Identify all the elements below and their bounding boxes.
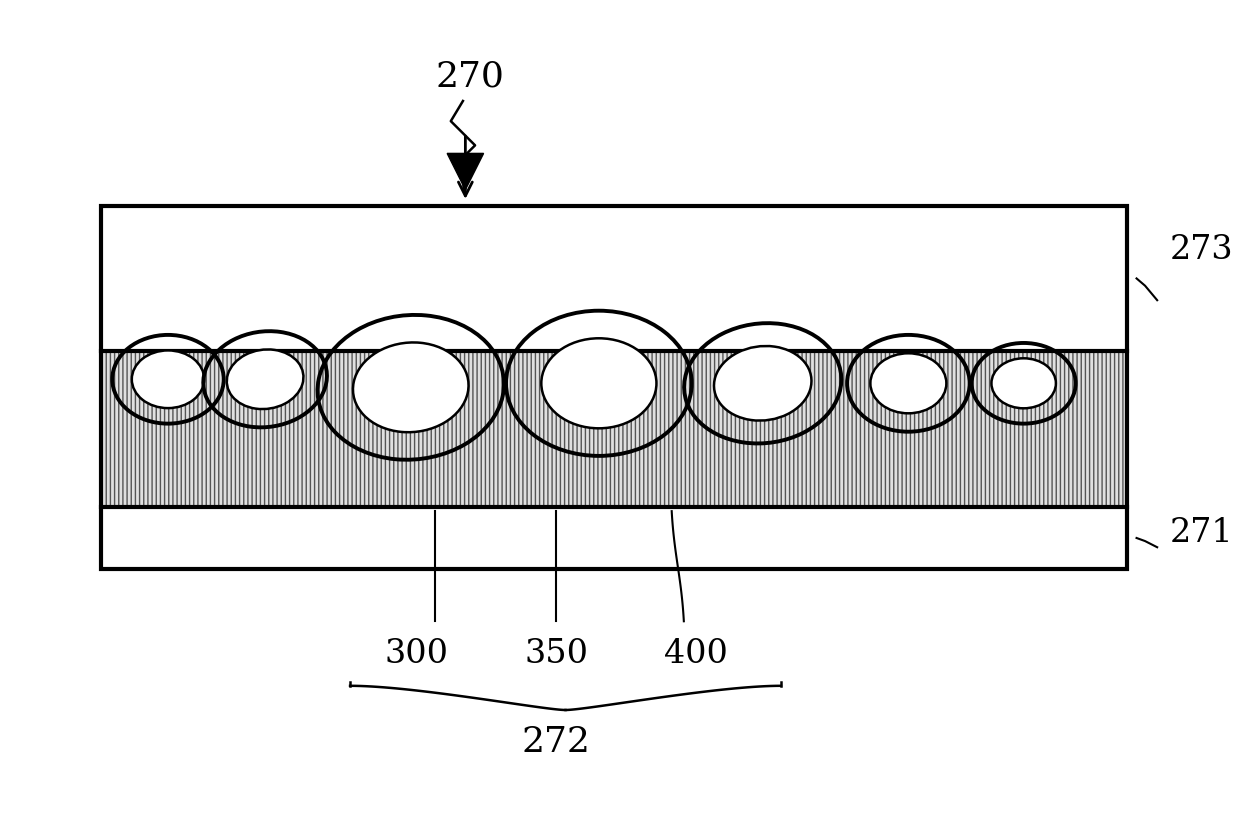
Text: 271: 271 xyxy=(1170,517,1233,548)
Ellipse shape xyxy=(1006,369,1041,397)
Ellipse shape xyxy=(541,338,656,429)
Ellipse shape xyxy=(227,350,303,409)
Ellipse shape xyxy=(870,353,946,413)
Ellipse shape xyxy=(715,346,812,421)
Text: 272: 272 xyxy=(522,725,591,760)
Ellipse shape xyxy=(888,367,929,400)
Bar xyxy=(101,351,1127,507)
Polygon shape xyxy=(448,153,484,190)
Ellipse shape xyxy=(379,363,443,412)
Ellipse shape xyxy=(132,350,205,408)
Ellipse shape xyxy=(148,363,188,395)
Text: 350: 350 xyxy=(525,637,589,670)
Text: 300: 300 xyxy=(385,637,449,670)
Bar xyxy=(101,206,1127,569)
Bar xyxy=(101,206,1127,351)
Ellipse shape xyxy=(736,363,789,403)
Ellipse shape xyxy=(353,342,469,432)
Text: 270: 270 xyxy=(435,59,504,94)
Text: 400: 400 xyxy=(665,637,728,670)
Text: 273: 273 xyxy=(1170,234,1233,267)
Bar xyxy=(101,507,1127,569)
Ellipse shape xyxy=(567,359,631,408)
Ellipse shape xyxy=(244,363,287,395)
Ellipse shape xyxy=(991,359,1056,408)
